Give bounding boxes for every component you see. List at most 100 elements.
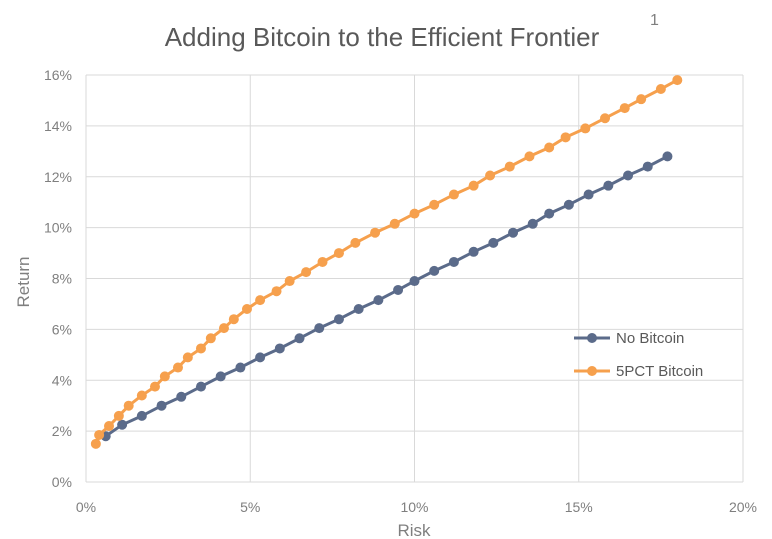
data-point bbox=[172, 362, 183, 373]
series-0 bbox=[100, 151, 673, 442]
chart-title: Adding Bitcoin to the Efficient Frontier bbox=[165, 22, 600, 52]
data-point bbox=[294, 333, 305, 344]
data-point bbox=[156, 400, 167, 411]
y-tick-label: 0% bbox=[52, 474, 72, 490]
data-point bbox=[353, 304, 364, 315]
data-point bbox=[600, 113, 611, 124]
data-point bbox=[448, 189, 459, 200]
data-point bbox=[284, 276, 295, 287]
series-line bbox=[104, 155, 669, 438]
data-point bbox=[205, 333, 216, 344]
data-point bbox=[544, 142, 555, 153]
data-point bbox=[274, 343, 285, 354]
data-point bbox=[149, 381, 160, 392]
data-point bbox=[333, 248, 344, 259]
data-point bbox=[393, 284, 404, 295]
x-tick-label: 0% bbox=[76, 499, 96, 515]
x-tick-label: 5% bbox=[240, 499, 260, 515]
data-point bbox=[560, 132, 571, 143]
data-point bbox=[176, 391, 187, 402]
data-point bbox=[271, 286, 282, 297]
data-point bbox=[301, 267, 312, 278]
data-point bbox=[241, 304, 252, 315]
data-point bbox=[94, 429, 105, 440]
series-1 bbox=[90, 75, 683, 449]
data-point bbox=[123, 400, 134, 411]
data-point bbox=[215, 371, 226, 382]
data-point bbox=[255, 352, 266, 363]
data-point bbox=[603, 180, 614, 191]
data-point bbox=[583, 189, 594, 200]
y-tick-label: 16% bbox=[44, 67, 72, 83]
data-point bbox=[524, 151, 535, 162]
data-point bbox=[448, 256, 459, 267]
y-axis-label: Return bbox=[14, 256, 33, 307]
legend: No Bitcoin 5PCT Bitcoin bbox=[574, 330, 703, 380]
data-point bbox=[485, 170, 496, 181]
x-tick-label: 10% bbox=[400, 499, 428, 515]
data-point bbox=[136, 390, 147, 401]
data-point bbox=[228, 314, 239, 325]
data-point bbox=[113, 410, 124, 421]
data-point bbox=[508, 227, 519, 238]
legend-label: No Bitcoin bbox=[616, 330, 684, 347]
y-axis-ticks: 0% 2% 4% 6% 8% 10% 12% 14% 16% bbox=[44, 67, 72, 490]
data-point bbox=[350, 237, 361, 248]
x-axis-ticks: 0% 5% 10% 15% 20% bbox=[76, 499, 757, 515]
y-tick-label: 4% bbox=[52, 372, 72, 388]
y-tick-label: 2% bbox=[52, 423, 72, 439]
data-point bbox=[103, 421, 114, 432]
data-point bbox=[314, 323, 325, 334]
data-point bbox=[159, 371, 170, 382]
y-tick-label: 10% bbox=[44, 220, 72, 236]
data-point bbox=[636, 94, 647, 105]
y-tick-label: 14% bbox=[44, 118, 72, 134]
data-point bbox=[235, 362, 246, 373]
data-point bbox=[429, 199, 440, 210]
legend-item: No Bitcoin bbox=[574, 330, 684, 347]
data-point bbox=[317, 256, 328, 267]
title-footnote-marker: 1 bbox=[650, 12, 659, 29]
data-point bbox=[218, 323, 229, 334]
data-point bbox=[544, 208, 555, 219]
y-tick-label: 8% bbox=[52, 271, 72, 287]
legend-marker bbox=[587, 333, 597, 343]
data-point bbox=[468, 180, 479, 191]
data-point bbox=[623, 170, 634, 181]
series-line bbox=[94, 78, 679, 445]
y-tick-label: 12% bbox=[44, 169, 72, 185]
data-point bbox=[136, 410, 147, 421]
data-point bbox=[182, 352, 193, 363]
data-point bbox=[619, 103, 630, 114]
data-point bbox=[527, 218, 538, 229]
data-point bbox=[662, 151, 673, 162]
data-point bbox=[409, 276, 420, 287]
data-point bbox=[580, 123, 591, 134]
data-point bbox=[90, 438, 101, 449]
data-point bbox=[468, 246, 479, 257]
series-group bbox=[90, 75, 683, 449]
data-point bbox=[373, 295, 384, 306]
data-point bbox=[504, 161, 515, 172]
data-point bbox=[333, 314, 344, 325]
data-point bbox=[117, 419, 128, 430]
data-point bbox=[195, 381, 206, 392]
data-point bbox=[389, 218, 400, 229]
x-axis-label: Risk bbox=[397, 521, 431, 539]
data-point bbox=[255, 295, 266, 306]
data-point bbox=[370, 227, 381, 238]
data-point bbox=[672, 75, 683, 86]
data-point bbox=[195, 343, 206, 354]
legend-marker bbox=[587, 366, 597, 376]
data-point bbox=[655, 83, 666, 94]
legend-label: 5PCT Bitcoin bbox=[616, 363, 703, 380]
legend-item: 5PCT Bitcoin bbox=[574, 363, 703, 380]
data-point bbox=[488, 237, 499, 248]
data-point bbox=[642, 161, 653, 172]
x-tick-label: 15% bbox=[565, 499, 593, 515]
data-point bbox=[409, 208, 420, 219]
y-tick-label: 6% bbox=[52, 321, 72, 337]
data-point bbox=[429, 265, 440, 276]
data-point bbox=[563, 199, 574, 210]
x-tick-label: 20% bbox=[729, 499, 757, 515]
